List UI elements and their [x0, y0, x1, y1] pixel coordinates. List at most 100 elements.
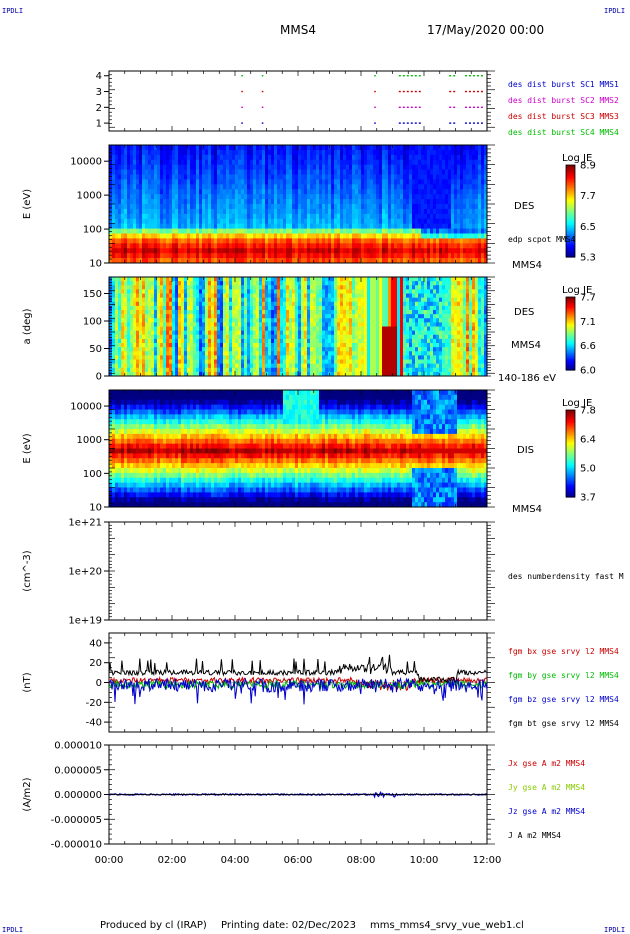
heatmap-cell — [289, 310, 293, 315]
heatmap-cell — [169, 347, 173, 352]
heatmap-cell — [265, 208, 269, 215]
heatmap-cell — [478, 174, 482, 180]
heatmap-cell — [163, 359, 167, 365]
heatmap-cell — [298, 253, 302, 259]
heatmap-cell — [349, 199, 353, 205]
heatmap-cell — [124, 204, 128, 210]
heatmap-cell — [451, 233, 455, 239]
heatmap-cell — [367, 204, 371, 210]
heatmap-cell — [136, 243, 140, 249]
heatmap-cell — [223, 351, 227, 356]
heatmap-cell — [349, 194, 353, 200]
heatmap-cell — [220, 174, 224, 180]
heatmap-cell — [178, 322, 182, 328]
heatmap-cell — [238, 149, 242, 156]
heatmap-cell — [163, 281, 167, 286]
heatmap-cell — [208, 359, 212, 365]
heatmap-cell — [148, 145, 152, 151]
burst-tick-label: 4 — [96, 71, 102, 82]
heatmap-cell — [202, 248, 206, 254]
heatmap-cell — [244, 149, 248, 156]
heatmap-cell — [196, 174, 200, 180]
heatmap-cell — [232, 351, 236, 356]
heatmap-cell — [382, 169, 386, 175]
heatmap-cell — [148, 258, 152, 264]
heatmap-cell — [448, 145, 452, 151]
heatmap-cell — [226, 359, 230, 365]
heatmap-cell — [130, 301, 134, 307]
heatmap-cell — [157, 338, 161, 344]
heatmap-cell — [211, 238, 215, 244]
heatmap-cell — [142, 351, 146, 356]
heatmap-cell — [268, 248, 272, 254]
colorbar-step — [566, 234, 575, 237]
heatmap-cell — [205, 338, 209, 344]
heatmap-cell — [169, 174, 173, 180]
heatmap-cell — [466, 213, 470, 220]
heatmap-cell — [196, 330, 200, 336]
heatmap-cell — [187, 371, 191, 377]
heatmap-cell — [307, 371, 311, 377]
heatmap-cell — [460, 218, 464, 225]
heatmap-cell — [187, 154, 191, 161]
heatmap-cell — [355, 154, 359, 161]
heatmap-cell — [283, 154, 287, 161]
heatmap-cell — [262, 310, 266, 315]
heatmap-cell — [109, 159, 113, 166]
heatmap-cell — [391, 218, 395, 225]
heatmap-cell — [301, 363, 305, 369]
heatmap-cell — [199, 213, 203, 220]
heatmap-cell — [295, 164, 299, 171]
heatmap-cell — [115, 243, 119, 249]
heatmap-cell — [268, 223, 272, 230]
heatmap-cell — [481, 243, 485, 249]
heatmap-cell — [460, 174, 464, 180]
heatmap-cell — [190, 223, 194, 230]
heatmap-cell — [130, 204, 134, 210]
heatmap-cell — [163, 154, 167, 161]
heatmap-cell — [199, 326, 203, 332]
heatmap-cell — [322, 204, 326, 210]
heatmap-cell — [232, 347, 236, 352]
heatmap-cell — [121, 363, 125, 369]
heatmap-cell — [331, 184, 335, 190]
heatmap-cell — [292, 154, 296, 161]
heatmap-cell — [211, 363, 215, 369]
heatmap-cell — [214, 318, 218, 323]
heatmap-cell — [349, 213, 353, 220]
heatmap-cell — [385, 223, 389, 230]
heatmap-cell — [205, 330, 209, 336]
heatmap-cell — [289, 258, 293, 264]
heatmap-cell — [328, 213, 332, 220]
heatmap-cell — [397, 233, 401, 239]
heatmap-cell — [289, 189, 293, 195]
heatmap-cell — [268, 334, 272, 340]
heatmap-cell — [208, 145, 212, 151]
heatmap-cell — [139, 297, 143, 303]
heatmap-cell — [235, 281, 239, 286]
heatmap-cell — [157, 243, 161, 249]
heatmap-cell — [373, 189, 377, 195]
heatmap-cell — [292, 367, 296, 373]
heatmap-cell — [154, 326, 158, 332]
heatmap-cell — [460, 228, 464, 234]
heatmap-cell — [202, 355, 206, 361]
heatmap-cell — [205, 355, 209, 361]
heatmap-cell — [178, 169, 182, 175]
heatmap-cell — [259, 367, 263, 373]
heatmap-cell — [454, 159, 458, 166]
heatmap-cell — [424, 189, 428, 195]
heatmap-cell — [268, 338, 272, 344]
heatmap-cell — [457, 223, 461, 230]
heatmap-cell — [259, 338, 263, 344]
heatmap-cell — [157, 184, 161, 190]
heatmap-cell — [163, 204, 167, 210]
heatmap-cell — [442, 199, 446, 205]
heatmap-cell — [127, 223, 131, 230]
heatmap-cell — [124, 228, 128, 234]
heatmap-cell — [283, 359, 287, 365]
heatmap-cell — [478, 149, 482, 156]
heatmap-cell — [235, 184, 239, 190]
heatmap-cell — [250, 253, 254, 259]
heatmap-cell — [115, 218, 119, 225]
